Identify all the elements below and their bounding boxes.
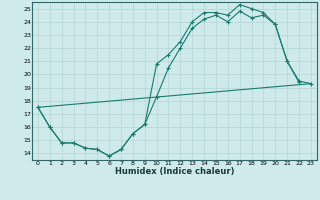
X-axis label: Humidex (Indice chaleur): Humidex (Indice chaleur) <box>115 167 234 176</box>
